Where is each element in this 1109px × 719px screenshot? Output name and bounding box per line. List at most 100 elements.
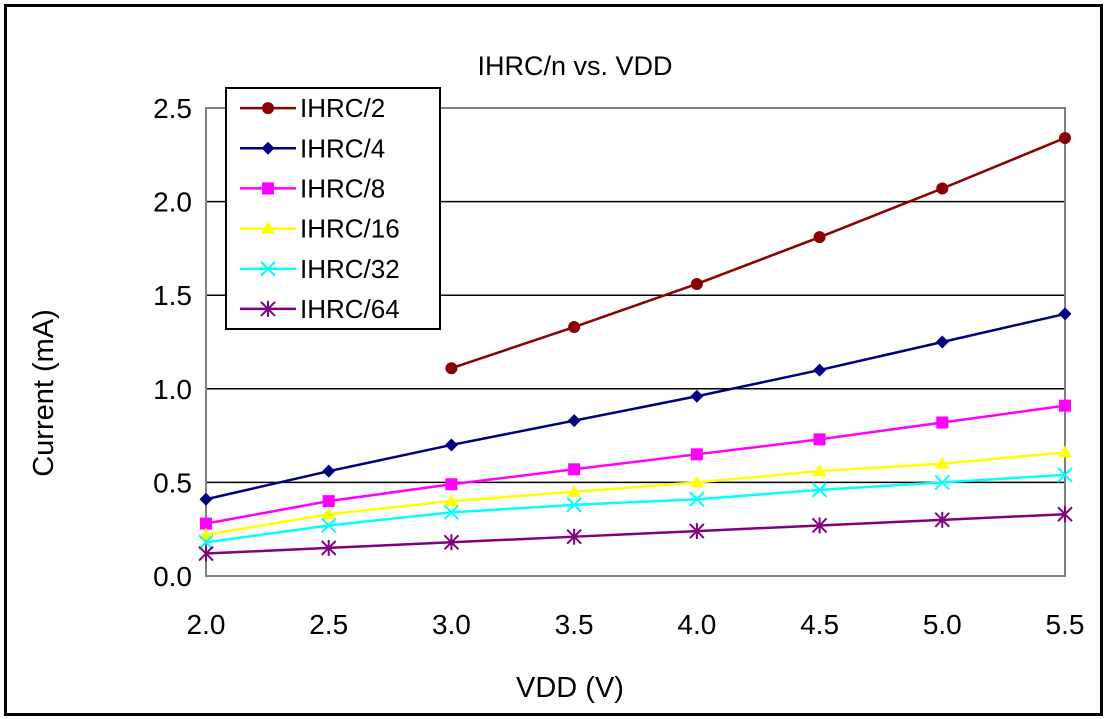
- data-point: [443, 534, 460, 551]
- legend-item: IHRC/64: [240, 294, 400, 324]
- legend-marker: [260, 261, 276, 277]
- data-point: [934, 474, 950, 491]
- legend-label: IHRC/64: [300, 294, 400, 324]
- series-ihrc-8: [200, 399, 1071, 530]
- legend-item: IHRC/8: [240, 173, 385, 203]
- x-axis-ticks: 2.0 2.5 3.0 3.5 4.0 4.5 5.0 5.5: [187, 609, 1085, 640]
- data-point: [689, 491, 705, 507]
- data-point: [690, 277, 703, 290]
- series-line: [205, 512, 1066, 555]
- legend-label: IHRC/4: [300, 133, 385, 163]
- data-point: [445, 362, 458, 375]
- series-line: [451, 136, 1066, 370]
- y-tick-label: 0.0: [153, 561, 192, 592]
- data-point: [567, 484, 582, 497]
- chart-frame: IHRC/n vs. VDD 0.0 0.5 1.0 1.5 2.0 2.5 2.0 2.5…: [4, 4, 1103, 716]
- data-point: [444, 494, 459, 507]
- data-point: [813, 433, 826, 446]
- series-ihrc-4: [199, 307, 1072, 506]
- data-point: [812, 464, 827, 477]
- data-point: [935, 335, 949, 349]
- data-point: [690, 389, 704, 403]
- y-axis-label: Current (mA): [28, 309, 60, 477]
- series-line: [205, 473, 1066, 544]
- data-point: [813, 231, 826, 244]
- x-tick-label: 2.5: [309, 609, 348, 640]
- legend-item: IHRC/32: [240, 254, 400, 284]
- data-point: [322, 495, 335, 508]
- y-tick-label: 2.0: [153, 187, 192, 218]
- data-point: [568, 463, 581, 476]
- series-line: [205, 404, 1066, 525]
- data-point: [443, 504, 460, 521]
- data-point: [321, 539, 337, 556]
- series-ihrc-64: [198, 506, 1073, 562]
- data-point: [566, 528, 582, 545]
- data-point: [811, 517, 828, 534]
- data-point: [689, 475, 704, 488]
- y-tick-label: 2.5: [153, 93, 192, 124]
- x-tick-label: 3.0: [432, 609, 471, 640]
- legend-item: IHRC/16: [240, 214, 400, 244]
- data-point: [198, 534, 214, 551]
- legend-marker: [261, 141, 275, 155]
- legend-marker: [262, 102, 274, 115]
- legend: IHRC/2 IHRC/4 IHRC/8 IHRC/16 IHRC/32 IHRC/64: [225, 87, 441, 330]
- data-point: [445, 478, 458, 491]
- y-tick-label: 0.5: [153, 467, 192, 498]
- data-point: [1057, 506, 1073, 523]
- series-line: [205, 451, 1066, 537]
- data-point: [1059, 399, 1071, 412]
- data-point: [690, 448, 703, 461]
- data-point: [567, 414, 581, 428]
- x-tick-label: 5.0: [923, 609, 962, 640]
- x-tick-label: 3.5: [555, 609, 594, 640]
- data-point: [1057, 467, 1073, 483]
- data-point: [934, 511, 950, 528]
- chart-svg: IHRC/n vs. VDD 0.0 0.5 1.0 1.5 2.0 2.5 2.0 2.5…: [28, 51, 1085, 704]
- data-point: [444, 438, 458, 452]
- data-point: [1058, 445, 1072, 458]
- legend-item: IHRC/4: [240, 133, 385, 163]
- plot-area: [205, 107, 1066, 577]
- data-point: [198, 545, 214, 562]
- y-axis-ticks: 0.0 0.5 1.0 1.5 2.0 2.5: [153, 93, 192, 592]
- legend-marker: [262, 182, 274, 195]
- y-tick-label: 1.0: [153, 374, 192, 405]
- x-axis-label: VDD (V): [516, 672, 624, 704]
- series-line: [205, 312, 1066, 501]
- legend-label: IHRC/8: [300, 173, 385, 203]
- data-point: [689, 523, 705, 540]
- y-tick-label: 1.5: [153, 280, 192, 311]
- legend-label: IHRC/2: [300, 93, 385, 123]
- legend-marker: [260, 300, 276, 317]
- x-tick-label: 2.0: [187, 609, 226, 640]
- data-point: [936, 416, 949, 429]
- data-point: [199, 492, 213, 506]
- legend-marker: [261, 221, 275, 234]
- data-point: [568, 321, 581, 334]
- legend-label: IHRC/32: [300, 254, 400, 284]
- data-point: [566, 497, 582, 513]
- data-point: [811, 482, 828, 498]
- legend-box: [225, 87, 441, 330]
- x-tick-label: 5.5: [1046, 609, 1085, 640]
- data-point: [200, 517, 212, 530]
- data-point: [321, 507, 336, 520]
- series-ihrc-2: [445, 131, 1071, 375]
- data-point: [199, 527, 213, 540]
- data-point: [1059, 131, 1071, 144]
- series-layer: [198, 131, 1073, 562]
- chart-title: IHRC/n vs. VDD: [477, 51, 672, 81]
- legend-label: IHRC/16: [300, 214, 400, 244]
- data-point: [322, 464, 336, 478]
- data-point: [935, 456, 950, 469]
- series-ihrc-32: [198, 467, 1073, 551]
- x-tick-label: 4.5: [800, 609, 839, 640]
- data-point: [813, 363, 827, 377]
- data-point: [1058, 307, 1072, 321]
- data-point: [321, 517, 337, 534]
- data-point: [936, 182, 949, 195]
- x-tick-label: 4.0: [677, 609, 716, 640]
- legend-item: IHRC/2: [240, 93, 385, 123]
